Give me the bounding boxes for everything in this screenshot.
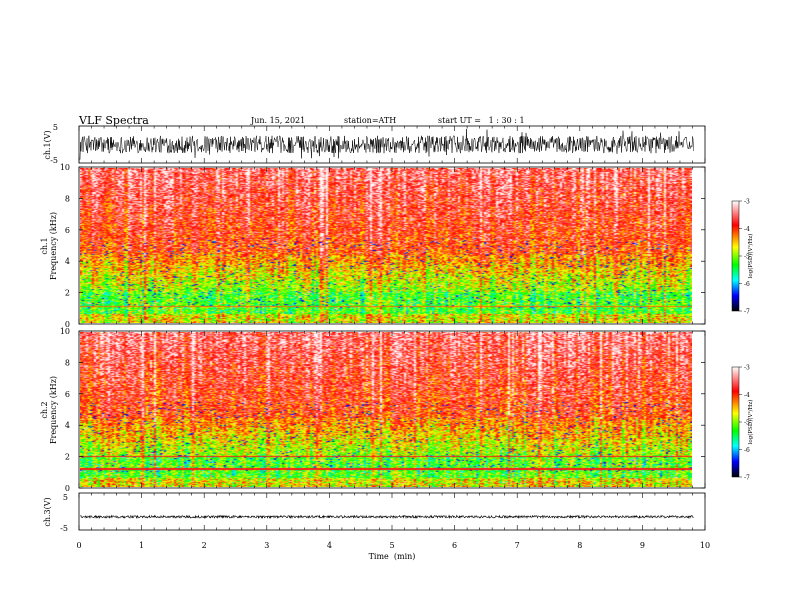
ch1-spec-ylabel-channel: ch.1	[40, 237, 49, 254]
ch2-spectrogram-panel: 10 8 6 4 2 0 ch.2 Frequency (kHz)	[40, 327, 706, 493]
colorbar-tick-label: -5	[744, 254, 750, 261]
x-tick-label: 6	[452, 541, 457, 550]
ch1-waveform-trace	[79, 128, 694, 160]
colorbar-gradient	[731, 200, 740, 312]
ch3-ytick-top: 5	[63, 493, 68, 502]
ch3-waveform-panel: 5 -5 ch.3(V)	[43, 492, 706, 533]
station-label: station=ATH	[344, 116, 396, 125]
start-time-label: start UT = 1 : 30 : 1	[438, 116, 525, 125]
x-axis-ticks: 0 1 2 3 4 5 6 7 8 9 10	[76, 126, 710, 550]
ch2-spec-ylabel-channel: ch.2	[40, 401, 49, 418]
date-label: Jun. 15, 2021	[250, 116, 305, 125]
colorbar-tick-label: -4	[744, 226, 750, 233]
ch1-ytick-bottom: -5	[50, 156, 58, 165]
colorbar-tick-label: -3	[744, 365, 750, 372]
spec-ytick-label: 6	[65, 390, 70, 399]
ch3-ytick-bottom: -5	[60, 524, 68, 533]
spec-ytick-label: 8	[65, 358, 70, 367]
spec-ytick-label: 4	[65, 257, 70, 266]
spec-ytick-label: 4	[65, 421, 70, 430]
ch2-spec-ylabel-freq: Frequency (kHz)	[49, 376, 58, 444]
x-tick-label: 8	[577, 541, 582, 550]
spec-ytick-label: 10	[60, 163, 70, 172]
ch1-ytick-top: 5	[53, 123, 58, 132]
ch3-ylabel: ch.3(V)	[43, 497, 52, 526]
x-tick-label: 4	[327, 541, 332, 550]
spec-ytick-label: 0	[65, 484, 70, 493]
colorbar-tick-label: -7	[744, 309, 750, 316]
spec-ytick-label: 10	[60, 327, 70, 336]
chart-title: VLF Spectra	[78, 114, 149, 127]
colorbar-tick-label: -4	[744, 392, 750, 399]
colorbar-tick-label: -5	[744, 420, 750, 427]
x-tick-label: 7	[515, 541, 520, 550]
x-tick-label: 10	[700, 541, 710, 550]
ch1-spectrogram-panel: 10 8 6 4 2 0 ch.1 Frequency (kHz)	[40, 163, 706, 329]
x-tick-label: 9	[640, 541, 645, 550]
colorbar-tick-label: -6	[744, 447, 750, 454]
ch1-colorbar: -3 -4 -5 -6 -7 log(PSD)(V²/Hz)	[731, 199, 754, 316]
x-tick-label: 0	[76, 541, 81, 550]
spec-ytick-label: 0	[65, 320, 70, 329]
spec-ytick-label: 6	[65, 226, 70, 235]
x-tick-label: 5	[389, 541, 394, 550]
ch1-spectrogram-image	[80, 168, 692, 323]
ch1-spec-ylabel-freq: Frequency (kHz)	[49, 212, 58, 280]
colorbar-tick-label: -7	[744, 475, 750, 482]
x-tick-label: 1	[139, 541, 144, 550]
colorbar-label: log(PSD)(V²/Hz)	[747, 400, 754, 445]
ch3-waveform-trace	[79, 514, 694, 520]
x-tick-label: 2	[202, 541, 207, 550]
colorbar-tick-label: -3	[744, 199, 750, 206]
colorbar-label: log(PSD)(V²/Hz)	[747, 234, 754, 279]
colorbar-gradient	[731, 366, 740, 478]
x-tick-label: 3	[264, 541, 269, 550]
spec-ytick-label: 2	[65, 453, 70, 462]
x-axis-label: Time (min)	[369, 552, 416, 561]
spec-ytick-label: 2	[65, 289, 70, 298]
ch2-colorbar: -3 -4 -5 -6 -7 log(PSD)(V²/Hz)	[731, 365, 754, 482]
ch1-waveform-panel: 5 -5 ch.1(V)	[43, 123, 706, 165]
ch1-ylabel: ch.1(V)	[43, 130, 52, 159]
ch2-spectrogram-image	[80, 332, 692, 487]
colorbar-tick-label: -6	[744, 281, 750, 288]
spec-ytick-label: 8	[65, 194, 70, 203]
